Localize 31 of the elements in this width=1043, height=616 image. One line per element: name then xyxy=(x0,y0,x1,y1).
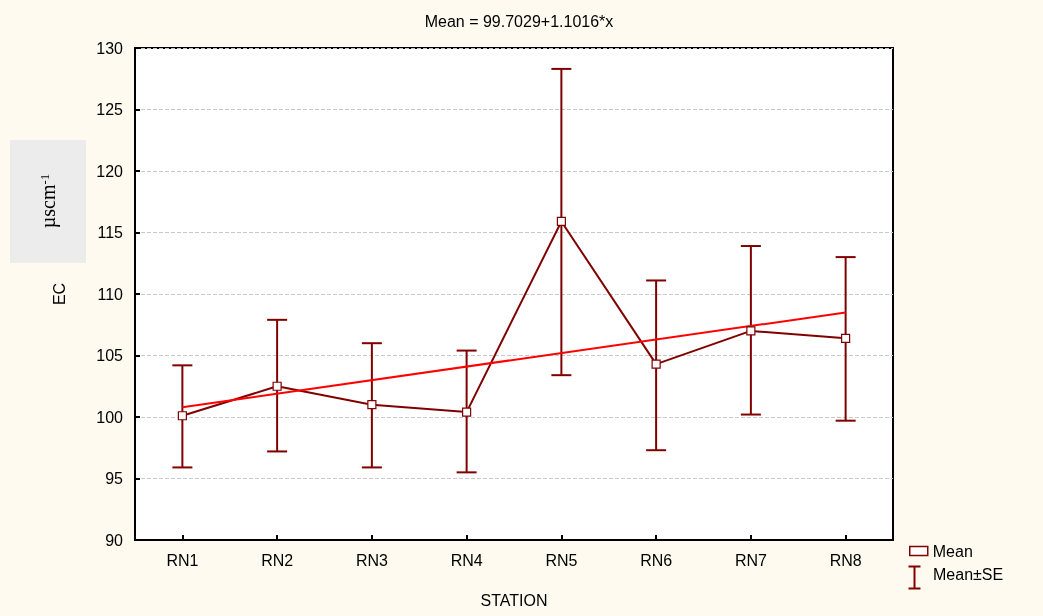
chart-title: Mean = 99.7029+1.1016*x xyxy=(424,12,614,30)
point xyxy=(272,381,282,391)
y-tick-label: 115 xyxy=(97,224,124,241)
y-tick-label: 105 xyxy=(96,347,124,364)
y-tick-label: 130 xyxy=(96,39,124,57)
text: Mean±SE xyxy=(933,565,1004,583)
x-tick-label: RN1 xyxy=(166,551,199,569)
x-tick-label: RN8 xyxy=(829,551,862,569)
text: µscm-1 xyxy=(36,173,60,229)
point xyxy=(462,407,472,417)
y-tick-label: 100 xyxy=(96,408,124,426)
point xyxy=(746,326,756,336)
x-tick-label: RN7 xyxy=(734,551,767,569)
x-axis-title: STATION xyxy=(480,591,548,609)
y-tick-label: 95 xyxy=(105,470,124,487)
y-axis-title: EC xyxy=(50,282,68,306)
x-tick-label: RN3 xyxy=(355,551,388,569)
y-tick-label: 90 xyxy=(105,531,124,549)
y-tick-label: 125 xyxy=(96,101,124,118)
point xyxy=(177,411,187,421)
y-tick-label: 110 xyxy=(97,285,124,303)
x-tick-label: RN5 xyxy=(545,551,578,569)
x-tick-label: RN2 xyxy=(261,551,294,569)
point xyxy=(841,333,851,343)
legend-label: Mean xyxy=(932,542,973,560)
point xyxy=(556,216,566,227)
x-tick-label: RN4 xyxy=(450,551,483,569)
y-tick-label: 120 xyxy=(96,162,124,180)
point xyxy=(367,400,377,410)
x-tick-label: RN6 xyxy=(640,551,673,569)
point xyxy=(651,359,661,369)
